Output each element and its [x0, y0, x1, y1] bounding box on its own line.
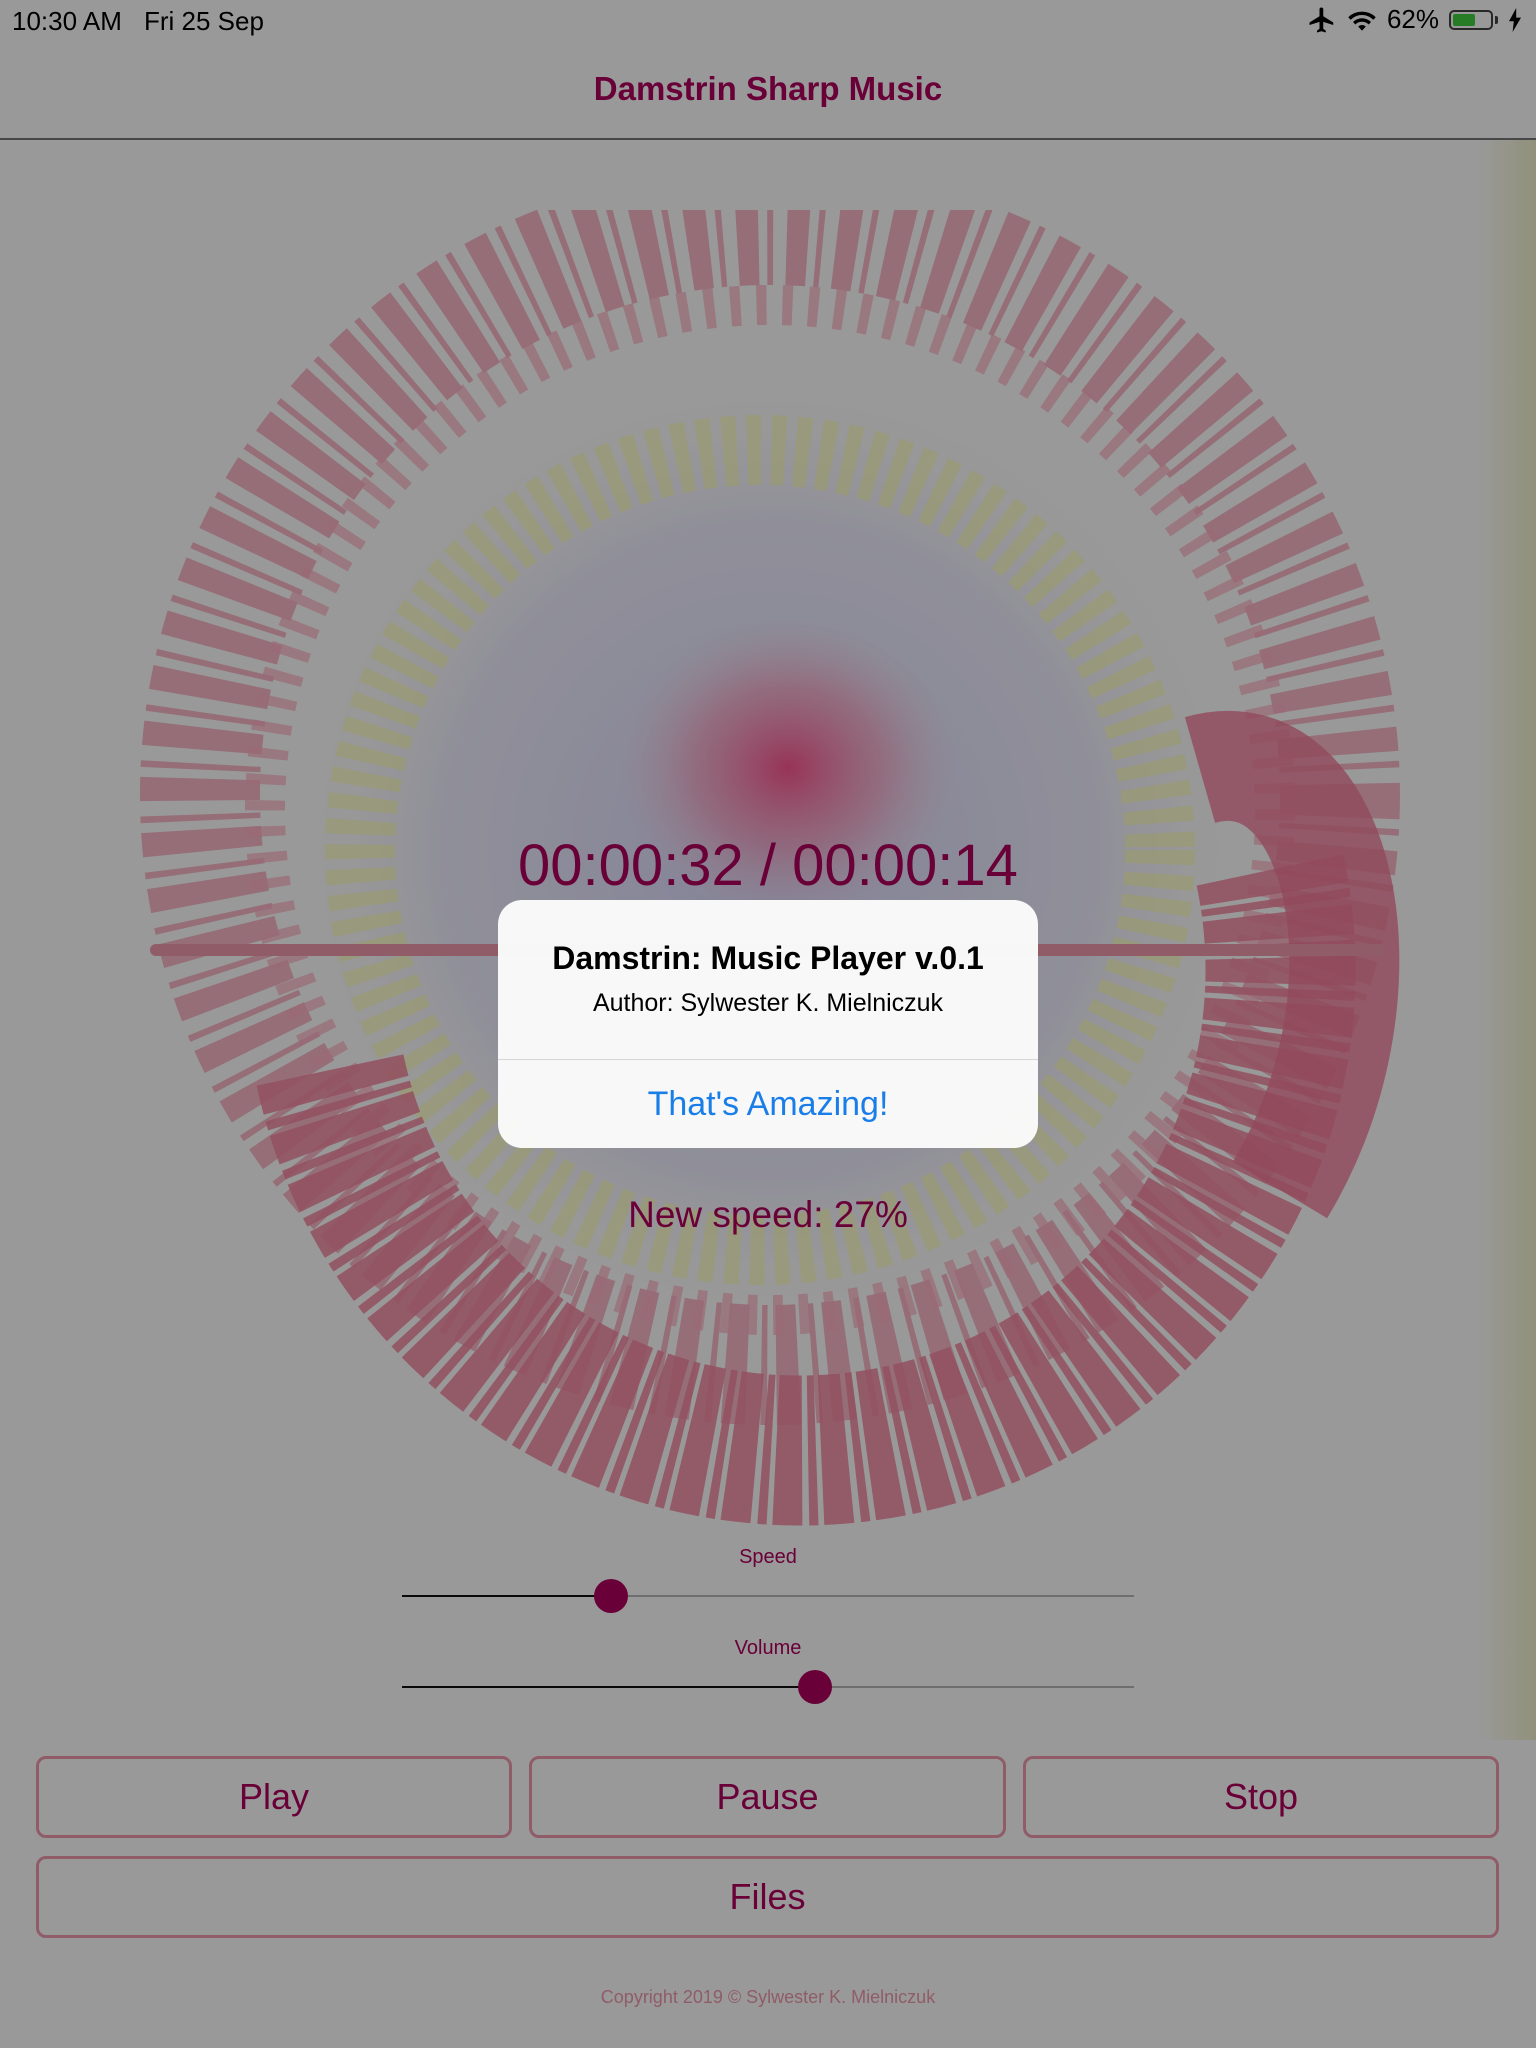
- files-button[interactable]: Files: [36, 1856, 1499, 1938]
- wifi-icon: [1348, 11, 1376, 31]
- pause-button[interactable]: Pause: [529, 1756, 1006, 1838]
- charging-bolt-icon: [1509, 7, 1521, 32]
- time-display: 00:00:32 / 00:00:14: [518, 833, 1018, 898]
- battery-percentage: 62%: [1386, 4, 1439, 34]
- alert-divider: [498, 1059, 1038, 1060]
- battery-level: [1453, 13, 1476, 26]
- play-button[interactable]: Play: [36, 1756, 512, 1838]
- stop-button[interactable]: Stop: [1023, 1756, 1499, 1838]
- status-indicators: 62%: [1307, 4, 1522, 35]
- speed-slider[interactable]: Speed: [402, 1546, 1134, 1616]
- speed-slider-label: Speed: [739, 1546, 797, 1568]
- volume-slider[interactable]: Volume: [402, 1637, 1134, 1707]
- speed-readout: New speed: 27%: [628, 1194, 908, 1235]
- alert-confirm-button[interactable]: That's Amazing!: [647, 1084, 889, 1123]
- volume-slider-fill: [402, 1686, 815, 1688]
- about-alert-dialog: Damstrin: Music Player v.0.1 Author: Syl…: [498, 900, 1038, 1148]
- copyright-footer: Copyright 2019 © Sylwester K. Mielniczuk: [600, 1987, 936, 2007]
- alert-title: Damstrin: Music Player v.0.1: [552, 940, 984, 976]
- speed-slider-fill: [402, 1595, 611, 1597]
- volume-slider-label: Volume: [734, 1637, 802, 1659]
- speed-slider-track[interactable]: [402, 1595, 1134, 1597]
- battery-icon: [1449, 9, 1493, 30]
- status-time: 10:30 AM: [12, 6, 122, 36]
- status-bar: 10:30 AM Fri 25 Sep 62%: [0, 0, 1536, 42]
- navigation-bar: Damstrin Sharp Music: [0, 42, 1536, 140]
- page-title: Damstrin Sharp Music: [593, 70, 943, 107]
- status-date: Fri 25 Sep: [144, 6, 264, 36]
- alert-message: Author: Sylwester K. Mielniczuk: [592, 989, 944, 1017]
- side-gradient-strip: [1480, 140, 1536, 1740]
- speed-slider-thumb[interactable]: [593, 1579, 628, 1613]
- battery-nub: [1495, 15, 1498, 24]
- volume-slider-thumb[interactable]: [797, 1670, 832, 1704]
- airplane-icon: [1309, 7, 1334, 32]
